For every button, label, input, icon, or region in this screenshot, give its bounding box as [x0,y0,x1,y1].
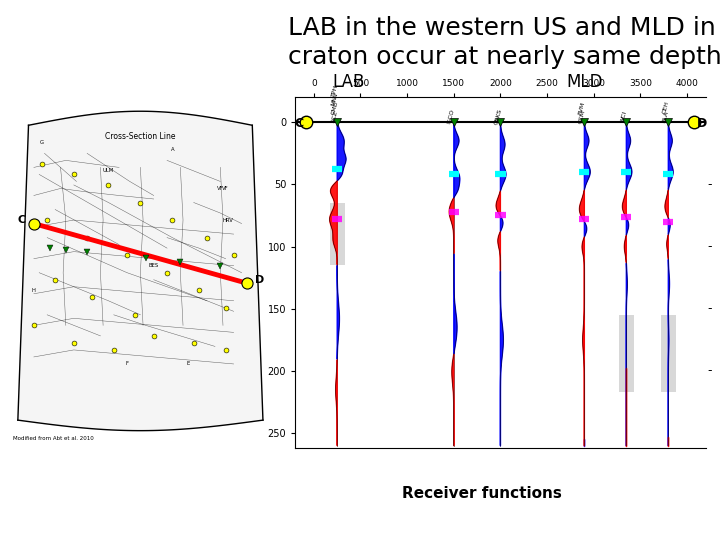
Text: VF: VF [217,186,224,191]
Text: CCM: CCM [577,109,586,124]
Text: LAB in the western US and MLD in the
craton occur at nearly same depth: LAB in the western US and MLD in the cra… [288,16,720,69]
Text: CMB: CMB [330,100,339,115]
Text: C: C [294,117,304,130]
Polygon shape [18,111,263,430]
Text: BES: BES [148,263,159,268]
Text: BLA: BLA [662,110,670,123]
Text: D: D [255,275,264,285]
Text: -: - [708,178,712,191]
Text: MLD: MLD [566,73,603,91]
Text: SCZ: SCZ [330,110,339,123]
Text: E: E [186,361,190,367]
Text: LAB: LAB [332,73,364,91]
Text: H: H [32,288,36,293]
Text: G: G [40,140,44,145]
Text: CBKS: CBKS [493,108,503,125]
Text: ISCO: ISCO [447,109,456,124]
Text: -: - [708,240,712,253]
Bar [619,315,634,392]
Text: D: D [697,117,707,130]
Text: Modified from Abt et al. 2010: Modified from Abt et al. 2010 [12,436,94,441]
Text: F: F [125,361,129,367]
Text: HRV: HRV [223,218,234,222]
Text: FVM: FVM [578,100,586,115]
Text: Receiver functions: Receiver functions [402,486,562,501]
Text: -: - [708,302,712,315]
Text: MNV: MNV [330,91,339,106]
Bar [330,203,345,265]
Text: Cross-Section Line: Cross-Section Line [105,132,176,141]
Text: A: A [171,147,174,152]
Bar [661,315,676,392]
Text: C: C [18,215,26,225]
Text: ULM: ULM [103,168,114,173]
Text: CEH: CEH [662,101,670,114]
Text: -: - [708,364,712,377]
Text: VF: VF [222,186,229,191]
Text: TPH: TPH [330,84,338,97]
Text: WCI: WCI [620,110,628,123]
